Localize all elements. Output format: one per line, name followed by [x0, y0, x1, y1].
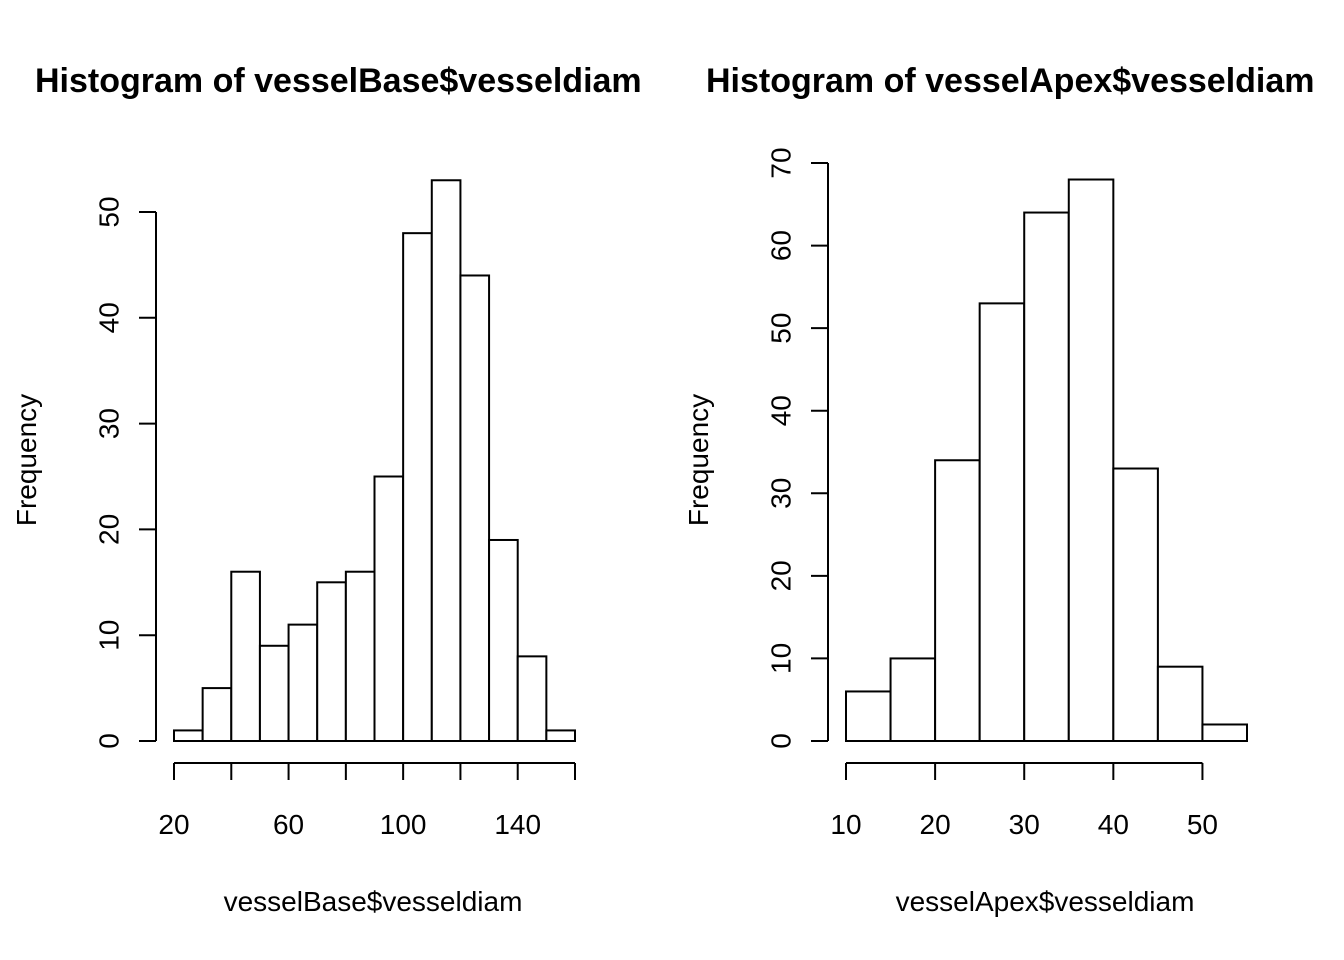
y-tick-label-apex: 50: [766, 313, 797, 344]
x-tick-label-base: 140: [494, 809, 541, 840]
histogram-bar-base: [459, 274, 491, 742]
x-tick-label-apex: 50: [1187, 809, 1218, 840]
histogram-bar-base: [287, 623, 319, 742]
y-tick-label-apex: 10: [766, 643, 797, 674]
histogram-bar-apex: [978, 302, 1026, 742]
y-tick-label-apex: 70: [766, 147, 797, 178]
x-tick-label-apex: 10: [830, 809, 861, 840]
y-tick-label-apex: 30: [766, 478, 797, 509]
x-axis-label-apex: vesselApex$vesseldiam: [896, 886, 1195, 917]
y-tick-label-apex: 0: [766, 733, 797, 749]
histogram-bar-base: [373, 475, 405, 742]
histogram-bar-apex: [1067, 178, 1115, 742]
x-axis-label-base: vesselBase$vesseldiam: [224, 886, 523, 917]
y-tick-label-apex: 20: [766, 560, 797, 591]
x-tick-label-apex: 30: [1009, 809, 1040, 840]
y-tick-label-apex: 60: [766, 230, 797, 261]
histogram-bar-apex: [845, 690, 892, 743]
histogram-bar-apex: [1023, 211, 1070, 743]
y-axis-label-base: Frequency: [11, 394, 42, 526]
histogram-bar-base: [316, 581, 347, 742]
histogram-bar-base: [516, 655, 548, 742]
y-axis-label-apex: Frequency: [683, 394, 714, 526]
histogram-bar-base: [344, 570, 376, 742]
histogram-bar-apex: [1156, 665, 1204, 743]
histogram-bar-apex: [889, 657, 937, 743]
x-tick-label-apex: 40: [1098, 809, 1129, 840]
histogram-bar-base: [402, 232, 433, 742]
histogram-bar-base: [545, 729, 576, 742]
chart-title-apex: Histogram of vesselApex$vesseldiam: [706, 62, 1315, 100]
x-axis-base: 20 60 100 140: [158, 762, 576, 840]
y-axis-base: 0 10 20 30 40 50: [94, 196, 157, 749]
bars-base: [173, 179, 576, 743]
x-tick-label-apex: 20: [920, 809, 951, 840]
bars-apex: [845, 178, 1249, 743]
histogram-bar-base: [230, 570, 261, 742]
chart-title-base: Histogram of vesselBase$vesseldiam: [35, 62, 642, 100]
x-tick-label-base: 60: [273, 809, 304, 840]
y-tick-label-apex: 40: [766, 395, 797, 426]
histogram-bar-apex: [934, 459, 981, 742]
histogram-bar-base: [201, 687, 233, 742]
y-axis-apex: 0 10 20 30 40 50 60 70: [766, 147, 829, 749]
histogram-bar-base: [430, 179, 462, 742]
histogram-bar-base: [488, 538, 519, 742]
y-tick-label-base: 50: [94, 196, 125, 227]
x-tick-label-base: 100: [380, 809, 427, 840]
x-axis-apex: 10 20 30 40 50: [830, 762, 1218, 840]
y-tick-label-base: 30: [94, 408, 125, 439]
histogram-bar-base: [258, 644, 290, 743]
histogram-panel-base: Histogram of vesselBase$vesseldiam vesse…: [11, 62, 642, 917]
y-tick-label-base: 0: [94, 733, 125, 749]
y-tick-label-base: 20: [94, 514, 125, 545]
x-tick-label-base: 20: [158, 809, 189, 840]
histogram-bar-base: [173, 729, 204, 742]
histogram-bar-apex: [1201, 723, 1249, 743]
histogram-panel-apex: Histogram of vesselApex$vesseldiam vesse…: [683, 62, 1315, 917]
y-tick-label-base: 10: [94, 620, 125, 651]
histogram-bar-apex: [1112, 467, 1159, 742]
y-tick-label-base: 40: [94, 302, 125, 333]
